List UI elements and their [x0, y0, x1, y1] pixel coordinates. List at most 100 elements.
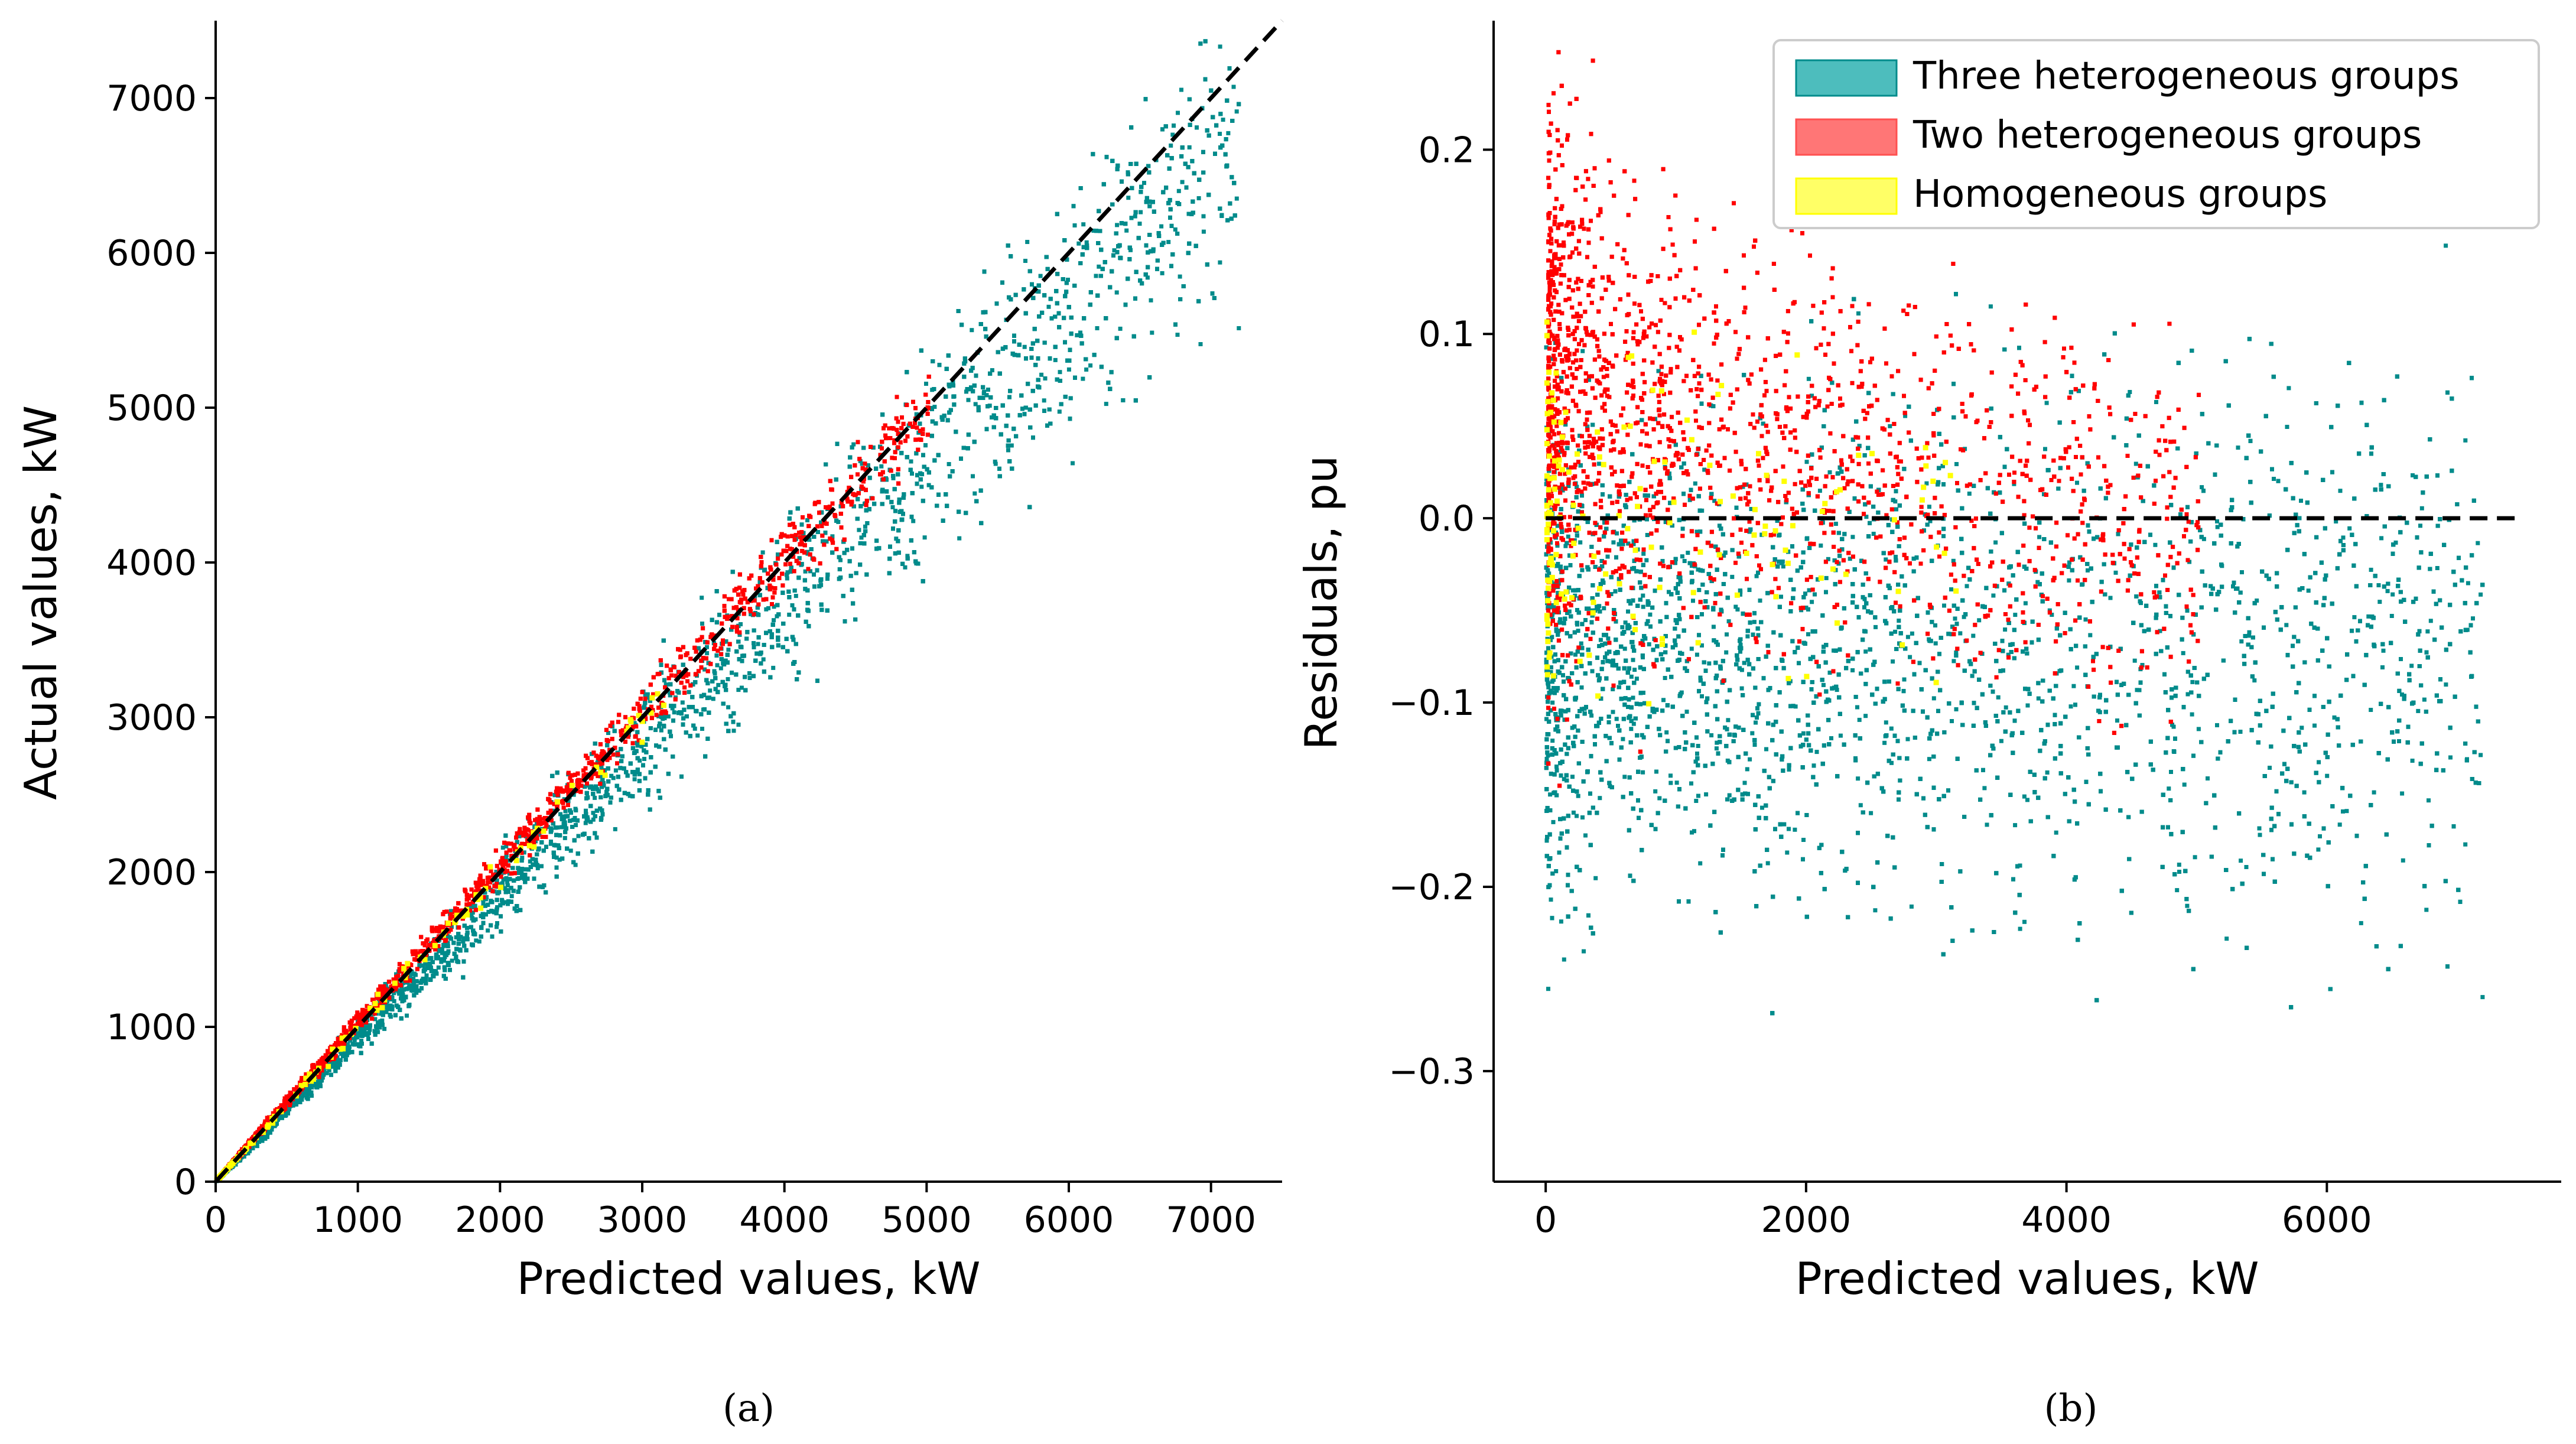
panel-a-three-series-point	[376, 1030, 380, 1035]
panel-a-three-series-point	[808, 569, 812, 574]
panel-a-three-series-point	[905, 554, 910, 558]
panel-a-three-series-point	[993, 459, 997, 464]
panel-a-three-series-point	[793, 594, 798, 599]
panel-a-three-series-point	[803, 569, 808, 574]
panel-a-three-series-point	[583, 821, 588, 825]
panel-a-three-series-point	[477, 939, 482, 944]
panel-a-three-series-point	[922, 535, 927, 540]
panel-a-three-series-point	[417, 964, 422, 968]
panel-a-three-series-point	[1076, 241, 1081, 246]
panel-a-three-series-point	[344, 1049, 348, 1053]
panel-a-three-series-point	[1046, 304, 1051, 309]
panel-a-three-series-point	[1057, 409, 1062, 414]
panel-a-three-series-point	[771, 665, 776, 670]
panel-a-three-series-point	[1218, 260, 1222, 265]
panel-a-three-series-point	[726, 705, 731, 710]
panel-a-three-series-point	[639, 744, 644, 749]
panel-a-three-series-point	[894, 536, 899, 541]
panel-a-three-series-point	[486, 928, 490, 933]
panel-a-three-series-point	[439, 960, 444, 964]
panel-a-three-series-point	[1178, 274, 1182, 279]
panel-a-three-series-point	[687, 690, 691, 694]
panel-a-three-series-point	[736, 723, 741, 727]
panel-a-three-series-point	[268, 1130, 272, 1135]
panel-a-three-series-point	[1170, 132, 1175, 137]
panel-a-three-series-point	[1118, 326, 1123, 331]
panel-a-three-series-point	[670, 706, 675, 711]
panel-a-three-series-point	[1237, 326, 1241, 330]
panel-a-three-series-point	[1088, 363, 1093, 368]
panel-a-three-series-point	[1104, 402, 1108, 406]
panel-a-three-series-point	[522, 850, 526, 855]
panel-a-three-series-point	[1218, 44, 1222, 49]
panel-a-three-series-point	[926, 483, 931, 487]
panel-a-three-series-point	[1025, 240, 1030, 244]
panel-a-three-series-point	[611, 776, 616, 780]
panel-a-three-series-point	[761, 657, 766, 662]
panel-a-three-series-point	[737, 632, 742, 637]
panel-a-three-series-point	[1201, 229, 1206, 234]
panel-a-three-series-point	[760, 550, 765, 555]
panel-a-three-series-point	[1084, 367, 1089, 372]
panel-a-three-series-point	[1053, 357, 1058, 362]
panel-a-three-series-point	[562, 824, 567, 828]
panel-a-three-series-point	[705, 645, 709, 649]
panel-a-three-series-point	[857, 528, 861, 532]
panel-a-three-series-point	[1150, 330, 1154, 335]
panel-a-three-series-point	[851, 442, 856, 447]
panel-a-three-series-point	[1066, 367, 1071, 372]
panel-a-three-series-point	[1091, 228, 1096, 233]
panel-a-three-series-point	[785, 576, 789, 581]
panel-a-three-series-point	[947, 462, 951, 466]
panel-a-three-series-point	[947, 382, 951, 387]
panel-a-three-series-point	[1196, 196, 1201, 200]
panel-a-three-series-point	[562, 835, 567, 840]
panel-a-three-series-point	[973, 402, 978, 406]
panel-a-three-series-point	[731, 728, 736, 733]
panel-a-three-series-point	[858, 459, 863, 463]
panel-a-three-series-point	[957, 536, 962, 541]
panel-a-three-series-point	[1221, 118, 1225, 122]
panel-a-three-series-point	[1124, 228, 1129, 233]
panel-a-three-series-point	[739, 685, 744, 690]
panel-a-three-series-point	[1142, 181, 1146, 186]
panel-a-three-series-point	[450, 958, 454, 963]
panel-a-three-series-point	[659, 728, 663, 733]
panel-a-three-series-point	[500, 845, 505, 850]
panel-a-three-series-point	[716, 682, 721, 687]
panel-a-three-series-point	[1114, 290, 1119, 295]
panel-a-three-series-point	[333, 1066, 338, 1071]
panel-a-three-series-point	[591, 817, 596, 822]
panel-a-three-series-point	[726, 648, 731, 652]
panel-a-three-series-point	[695, 733, 700, 738]
panel-a-three-series-point	[556, 843, 561, 848]
panel-a-three-series-point	[970, 328, 974, 333]
panel-a-three-series-point	[1149, 298, 1153, 303]
panel-a-three-series-point	[1139, 210, 1143, 214]
panel-a-three-series-point	[911, 519, 916, 523]
panel-a-three-series-point	[474, 938, 479, 943]
panel-a-three-series-point	[982, 389, 987, 394]
panel-a-three-series-point	[436, 965, 441, 970]
panel-a-three-series-point	[520, 856, 525, 860]
panel-a-three-series-point	[1042, 398, 1046, 403]
panel-a-three-series-point	[632, 777, 637, 782]
panel-a-three-series-point	[1234, 109, 1239, 114]
panel-a-three-series-point	[1126, 196, 1131, 200]
panel-a-three-series-point	[1169, 143, 1173, 148]
panel-a-three-series-point	[1081, 222, 1086, 227]
panel-a-three-series-point	[1038, 274, 1043, 278]
panel-a-three-series-point	[554, 856, 559, 860]
panel-a-three-series-point	[593, 795, 597, 800]
panel-a-three-series-point	[373, 1017, 378, 1022]
panel-a-three-series-point	[764, 607, 769, 612]
panel-a-three-series-point	[486, 909, 491, 914]
panel-a-three-series-point	[863, 524, 867, 529]
panel-a-three-series-point	[585, 815, 590, 819]
panel-a-three-series-point	[392, 999, 396, 1003]
panel-a-three-series-point	[711, 697, 715, 701]
panel-a-three-series-point	[680, 700, 685, 705]
panel-a-three-series-point	[1039, 372, 1044, 377]
panel-a-three-series-point	[382, 1026, 387, 1031]
panel-a-three-series-point	[504, 844, 509, 848]
